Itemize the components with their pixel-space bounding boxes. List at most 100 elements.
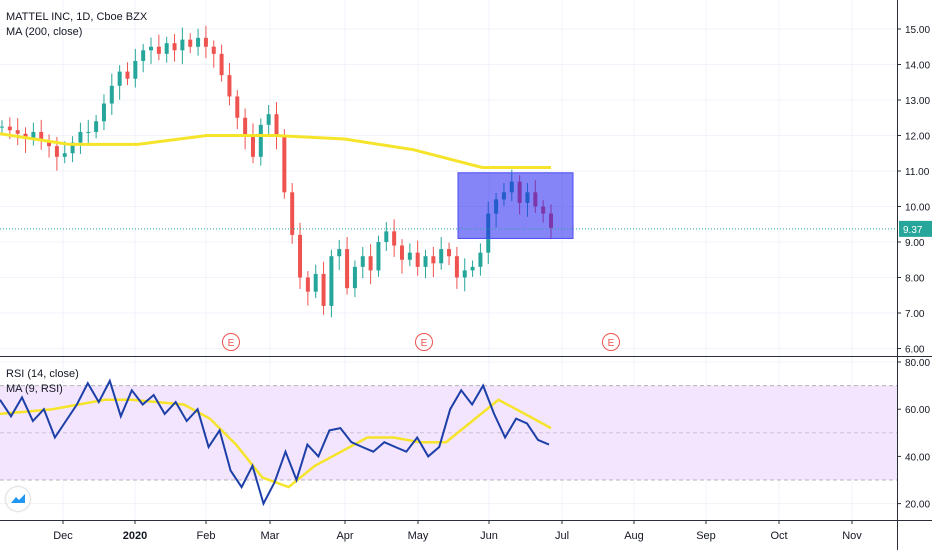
rsi-tick-label: 60.00 [905, 405, 930, 416]
price-tick-label: 13.00 [905, 96, 930, 107]
price-tick-label: 8.00 [905, 274, 925, 285]
earnings-marker [602, 333, 620, 351]
rsi-legend: RSI (14, close) MA (9, RSI) [6, 367, 79, 397]
candle-body [7, 126, 12, 131]
candle-body [345, 249, 350, 289]
candle-body [62, 153, 67, 157]
price-legend: MATTEL INC, 1D, Cboe BZX MA (200, close) [6, 10, 147, 40]
candle-body [298, 234, 303, 278]
candle-body [368, 256, 373, 271]
candle-body [54, 146, 59, 157]
candle-body [203, 37, 208, 47]
candle-body [0, 126, 4, 128]
time-tick-label: Oct [770, 530, 787, 542]
candle-body [258, 124, 263, 157]
price-tick-label: 6.00 [905, 345, 925, 356]
candle-body [329, 256, 334, 306]
candle-body [392, 231, 397, 246]
price-tick-label: 9.00 [905, 238, 925, 249]
price-tick-label: 15.00 [905, 25, 930, 36]
candle-body [439, 249, 444, 264]
candle-body [227, 75, 232, 97]
candle-body [352, 266, 357, 289]
time-tick-label: 2020 [123, 530, 147, 542]
time-tick-label: Aug [624, 530, 644, 542]
candle-body [431, 256, 436, 264]
price-tick-label: 7.00 [905, 309, 925, 320]
earnings-marker-label: E [421, 338, 428, 349]
rsi-tick-label: 20.00 [905, 500, 930, 511]
candle-body [117, 71, 122, 86]
time-tick-label: Feb [197, 530, 216, 542]
candle-body [219, 53, 224, 76]
candle-body [313, 273, 318, 292]
rsi-tick-label: 40.00 [905, 452, 930, 463]
candle-body [384, 231, 389, 242]
candle-body [415, 252, 420, 267]
candle-body [15, 130, 20, 134]
candle-body [266, 114, 271, 125]
price-tick-label: 14.00 [905, 61, 930, 72]
candle-body [282, 135, 287, 193]
candle-body [125, 71, 130, 79]
time-tick-label: Sep [696, 530, 716, 542]
time-tick-label: Apr [336, 530, 353, 542]
candle-body [274, 114, 279, 136]
time-tick-label: May [408, 530, 429, 542]
highlight-box [457, 172, 574, 239]
candle-body [337, 249, 342, 257]
candle-body [423, 256, 428, 267]
candle-body [478, 252, 483, 267]
candle-body [321, 273, 326, 306]
candle-body [86, 131, 91, 133]
price-tick-label: 12.00 [905, 132, 930, 143]
candle-body [399, 245, 404, 260]
candle-body [305, 277, 310, 292]
candle-body [149, 46, 154, 51]
chart-title: MATTEL INC, 1D, Cboe BZX [6, 11, 148, 23]
candle-body [172, 43, 177, 51]
earnings-marker-label: E [608, 338, 615, 349]
candle-body [156, 46, 161, 54]
candle-body [70, 142, 75, 154]
candle-body [101, 103, 106, 122]
candle-body [196, 37, 201, 47]
candle-body [141, 50, 146, 61]
ma200-legend: MA (200, close) [6, 26, 83, 38]
candle-body [235, 96, 240, 118]
candle-body [188, 39, 193, 47]
ma200-line [0, 132, 551, 169]
price-tick-label: 11.00 [905, 167, 930, 178]
last-price-label: 9.37 [903, 225, 923, 236]
candle-body [462, 270, 467, 278]
candle-body [133, 60, 138, 79]
candle-body [250, 135, 255, 157]
candle-body [94, 121, 99, 132]
rsi-ma-legend: MA (9, RSI) [6, 383, 63, 395]
candle-body [376, 242, 381, 271]
rsi-tick-label: 80.00 [905, 358, 930, 369]
candle-body [454, 256, 459, 278]
earnings-marker [222, 333, 240, 351]
time-tick-label: Mar [261, 530, 280, 542]
tradingview-logo-icon[interactable] [6, 487, 30, 511]
rsi-title: RSI (14, close) [6, 368, 79, 380]
last-price-badge [899, 220, 932, 237]
earnings-marker [415, 333, 433, 351]
candle-body [211, 46, 216, 54]
time-tick-label: Jul [555, 530, 569, 542]
price-tick-label: 10.00 [905, 203, 930, 214]
time-tick-label: Dec [53, 530, 73, 542]
candle-body [47, 140, 52, 147]
candle-body [180, 39, 185, 51]
candle-body [407, 252, 412, 260]
candle-body [78, 131, 83, 143]
rsi-line [0, 378, 550, 507]
candle-body [31, 131, 36, 140]
candle-body [39, 131, 44, 141]
candle-body [290, 192, 295, 235]
candle-body [243, 117, 248, 136]
candle-body [470, 266, 475, 271]
